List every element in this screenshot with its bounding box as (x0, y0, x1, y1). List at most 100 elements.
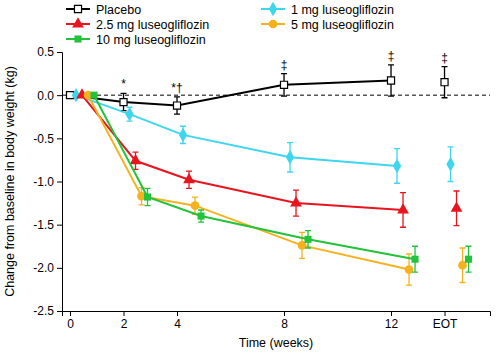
tick-label: 2 (121, 317, 128, 331)
legend-label: Placebo (96, 3, 141, 17)
annotation: * (121, 77, 126, 91)
tick-label: -1.0 (33, 175, 54, 189)
legend-marker (269, 20, 278, 29)
tick-mark (70, 311, 71, 316)
tick-label: -2.5 (33, 304, 54, 318)
marker (197, 212, 204, 219)
tick-mark (124, 311, 125, 316)
series (84, 91, 467, 285)
error-bar (442, 67, 448, 98)
marker (130, 154, 142, 164)
marker (441, 79, 448, 86)
axis-line (63, 312, 491, 317)
error-bar (198, 210, 204, 222)
tick: -1.0 (33, 175, 62, 189)
tick: -1.5 (33, 218, 62, 232)
legend-marker (74, 35, 81, 42)
tick: 0.0 (37, 89, 62, 103)
error-bar (388, 65, 394, 96)
tick-mark (57, 268, 62, 269)
marker (446, 157, 454, 171)
tick-label: EOT (433, 317, 458, 331)
tick-mark (57, 225, 62, 226)
annotation: *† (171, 81, 182, 95)
tick: -2.0 (33, 261, 62, 275)
error-bar (466, 246, 472, 272)
marker (465, 256, 472, 263)
axis-line (57, 53, 63, 312)
tick-mark (57, 138, 62, 139)
tick: EOT (433, 311, 458, 331)
error-bar (412, 246, 418, 272)
tick-mark (284, 311, 285, 316)
legend-item: 5 mg luseogliflozin (261, 18, 394, 32)
tick: 0.5 (37, 45, 62, 59)
tick-label: 4 (174, 317, 181, 331)
legend-label: 10 mg luseogliflozin (96, 33, 206, 47)
series (66, 65, 448, 114)
annotation: ‡ (281, 58, 288, 72)
tick-label: 12 (385, 317, 399, 331)
annotation: ‡ (388, 49, 395, 63)
line (94, 95, 469, 259)
tick-mark (391, 311, 392, 316)
tick-mark (57, 95, 62, 96)
marker (451, 201, 463, 211)
y-axis: 0.5 0.0 -0.5 -1.0 -1.5 -2.0 -2.5 (33, 45, 62, 318)
tick-mark (57, 182, 62, 183)
tick-label: -0.5 (33, 132, 54, 146)
legend: Placebo 1 mg luseogliflozin 2.5 mg luseogl… (66, 2, 394, 47)
legend-label: 1 mg luseogliflozin (291, 3, 394, 17)
annotation: ‡ (441, 51, 448, 65)
legend-item: Placebo (66, 3, 141, 17)
tick-label: 0.0 (37, 89, 54, 103)
tick-mark (177, 311, 178, 316)
tick: 12 (385, 311, 399, 331)
marks (62, 65, 490, 285)
marker (90, 92, 97, 99)
tick-label: 0.5 (37, 45, 54, 59)
legend-label: 5 mg luseogliflozin (291, 18, 394, 32)
marker (286, 150, 294, 164)
series (76, 88, 462, 227)
marker (173, 102, 180, 109)
legend-item: 10 mg luseogliflozin (66, 33, 206, 47)
x-axis-title: Time (weeks) (239, 336, 314, 350)
marker (144, 194, 151, 201)
tick: 4 (174, 311, 181, 331)
error-bar (281, 74, 287, 96)
plot-area: 0 2 4 8 12 EOT 0.5 0.0 -0.5 -1.0 -1.5 -2.0 -2.5 * *† ‡ ‡… (33, 45, 490, 330)
tick-label: 0 (67, 317, 74, 331)
error-bar (145, 188, 151, 205)
legend-marker (269, 2, 277, 16)
marker (191, 201, 200, 210)
tick: -2.5 (33, 304, 62, 318)
tick: 8 (281, 311, 288, 331)
marker (411, 256, 418, 263)
error-bar (174, 97, 180, 114)
marker (397, 203, 409, 213)
marker (179, 128, 187, 142)
marker (183, 173, 195, 183)
y-axis-title: Change from baseline in body weight (kg) (3, 66, 17, 297)
marker (393, 159, 401, 173)
marker (304, 236, 311, 243)
legend-marker (72, 17, 84, 27)
marker (387, 77, 394, 84)
legend-item: 2.5 mg luseogliflozin (66, 17, 209, 31)
error-bar (305, 231, 311, 248)
tick-mark (57, 52, 62, 53)
tick: -0.5 (33, 132, 62, 146)
series (72, 88, 455, 183)
tick-mark (445, 311, 446, 316)
baseline (62, 95, 490, 96)
tick-label: 8 (281, 317, 288, 331)
tick-label: -1.5 (33, 218, 54, 232)
line (88, 95, 463, 269)
error-bar (121, 93, 127, 110)
tick-label: -2.0 (33, 261, 54, 275)
tick-mark (57, 311, 62, 312)
legend-label: 2.5 mg luseogliflozin (96, 18, 209, 32)
marker (290, 196, 302, 206)
tick: 2 (121, 311, 128, 331)
